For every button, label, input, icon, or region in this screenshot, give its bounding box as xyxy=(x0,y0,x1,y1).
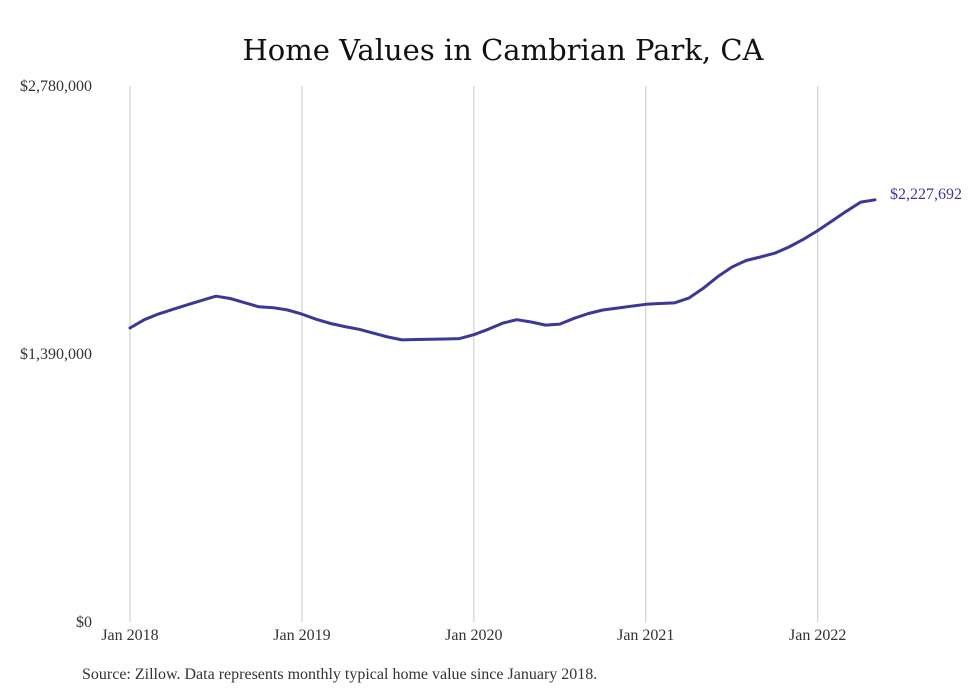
source-note: Source: Zillow. Data represents monthly … xyxy=(82,666,598,683)
series-layer: $2,227,692 xyxy=(128,186,962,342)
x-tick-label: Jan 2018 xyxy=(101,627,158,644)
x-tick-label: Jan 2021 xyxy=(617,627,674,644)
y-axis-ticks: $0 $1,390,000 $2,780,000 xyxy=(20,78,92,631)
chart-title: Home Values in Cambrian Park, CA xyxy=(243,33,765,67)
x-tick-label: Jan 2022 xyxy=(789,627,846,644)
y-tick-label: $1,390,000 xyxy=(20,346,92,363)
end-value-label: $2,227,692 xyxy=(890,186,962,203)
x-axis-ticks: Jan 2018 Jan 2019 Jan 2020 Jan 2021 Jan 2022 xyxy=(101,627,846,644)
x-tick-label: Jan 2019 xyxy=(273,627,330,644)
y-tick-label: $2,780,000 xyxy=(20,78,92,95)
y-tick-label: $0 xyxy=(76,614,92,631)
series-line xyxy=(128,198,877,342)
gridlines xyxy=(129,86,819,622)
x-tick-label: Jan 2020 xyxy=(445,627,502,644)
